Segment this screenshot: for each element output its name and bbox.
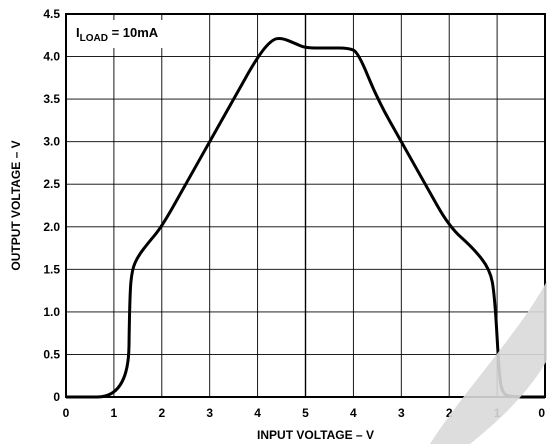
x-tick-label: 1 (111, 406, 118, 420)
y-tick-label: 4.5 (43, 7, 60, 21)
x-tick-label: 2 (446, 406, 453, 420)
x-tick-label: 2 (158, 406, 165, 420)
curve-group (66, 36, 545, 399)
load-current-label: ILOAD = 10mA (76, 25, 159, 44)
x-tick-label: 0 (538, 406, 545, 420)
y-tick-label: 1.5 (43, 262, 60, 276)
y-tick-label: 0 (53, 390, 60, 404)
y-axis-title: OUTPUT VOLTAGE – V (9, 140, 23, 270)
annotation-background (72, 20, 198, 48)
x-tick-label: 3 (206, 406, 213, 420)
grid (66, 14, 545, 397)
y-tick-label: 2.0 (43, 220, 60, 234)
x-tick-label: 3 (398, 406, 405, 420)
annotation-symbol: I (76, 25, 80, 40)
swoosh-watermark (430, 280, 547, 444)
annotation-value: = 10mA (108, 25, 159, 40)
y-tick-label: 3.0 (43, 135, 60, 149)
annotation-subscript: LOAD (80, 33, 108, 44)
y-tick-label: 1.0 (43, 305, 60, 319)
output-voltage-curve (66, 36, 545, 399)
plot-frame (65, 13, 546, 398)
y-tick-label: 3.5 (43, 92, 60, 106)
x-tick-label: 5 (302, 406, 309, 420)
x-tick-label: 4 (350, 406, 357, 420)
y-tick-label: 0.5 (43, 347, 60, 361)
y-tick-label: 2.5 (43, 177, 60, 191)
load-annotation: ILOAD = 10mA (72, 20, 198, 48)
y-tick-label: 4.0 (43, 50, 60, 64)
y-tick-labels: 0 0.5 1.0 1.5 2.0 2.5 3.0 3.5 4.0 4.5 (43, 7, 60, 404)
x-tick-label: 4 (254, 406, 261, 420)
x-tick-label: 0 (63, 406, 70, 420)
x-axis-title: INPUT VOLTAGE – V (257, 428, 374, 442)
